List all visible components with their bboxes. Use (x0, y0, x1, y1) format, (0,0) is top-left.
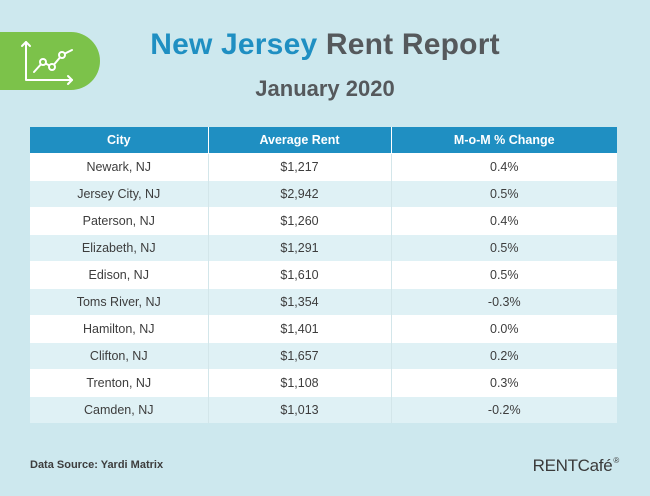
cell-mom-change: 0.4% (391, 207, 617, 235)
cell-average-rent: $1,354 (208, 288, 392, 316)
table-header-row: City Average Rent M-o-M % Change (30, 127, 617, 154)
cell-city: Elizabeth, NJ (30, 234, 209, 262)
title-state: New Jersey (150, 28, 318, 61)
brand-logo: RENTCafé® (532, 456, 620, 476)
cell-average-rent: $1,610 (208, 261, 392, 289)
title-rest: Rent Report (325, 28, 500, 61)
cell-mom-change: 0.3% (391, 369, 617, 397)
cell-city: Paterson, NJ (30, 207, 209, 235)
cell-mom-change: 0.4% (391, 153, 617, 181)
cell-average-rent: $1,657 (208, 342, 392, 370)
chart-title: New Jersey Rent Report (0, 28, 650, 62)
table-row: Paterson, NJ $1,260 0.4% (30, 207, 617, 235)
cell-mom-change: -0.2% (391, 396, 617, 423)
column-header-mom-change: M-o-M % Change (391, 127, 617, 154)
cell-mom-change: 0.5% (391, 180, 617, 208)
cell-average-rent: $1,401 (208, 315, 392, 343)
cell-average-rent: $2,942 (208, 180, 392, 208)
cell-mom-change: 0.5% (391, 261, 617, 289)
cell-mom-change: 0.5% (391, 234, 617, 262)
rising-chart-icon (21, 41, 73, 85)
cell-average-rent: $1,291 (208, 234, 392, 262)
cell-average-rent: $1,013 (208, 396, 392, 423)
brand-registered-mark: ® (613, 456, 619, 465)
cell-mom-change: 0.2% (391, 342, 617, 370)
cell-mom-change: -0.3% (391, 288, 617, 316)
table-row: Elizabeth, NJ $1,291 0.5% (30, 234, 617, 262)
table-row: Toms River, NJ $1,354 -0.3% (30, 288, 617, 316)
cell-city: Hamilton, NJ (30, 315, 209, 343)
table-row: Clifton, NJ $1,657 0.2% (30, 342, 617, 370)
cell-average-rent: $1,217 (208, 153, 392, 181)
table-body: Newark, NJ $1,217 0.4% Jersey City, NJ $2,94… (30, 153, 617, 423)
table-row: Newark, NJ $1,217 0.4% (30, 153, 617, 181)
brand-name: RENTCafé (532, 456, 613, 475)
column-header-average-rent: Average Rent (208, 127, 392, 154)
rent-table: City Average Rent M-o-M % Change Newark,… (30, 127, 617, 423)
table-row: Hamilton, NJ $1,401 0.0% (30, 315, 617, 343)
table-row: Trenton, NJ $1,108 0.3% (30, 369, 617, 397)
logo-badge (0, 32, 100, 90)
cell-city: Toms River, NJ (30, 288, 209, 316)
cell-city: Camden, NJ (30, 396, 209, 423)
cell-average-rent: $1,108 (208, 369, 392, 397)
cell-average-rent: $1,260 (208, 207, 392, 235)
cell-city: Trenton, NJ (30, 369, 209, 397)
cell-city: Edison, NJ (30, 261, 209, 289)
table-row: Jersey City, NJ $2,942 0.5% (30, 180, 617, 208)
data-source: Data Source: Yardi Matrix (30, 459, 164, 471)
column-header-city: City (30, 127, 209, 154)
cell-city: Clifton, NJ (30, 342, 209, 370)
chart-subtitle: January 2020 (255, 76, 395, 101)
cell-city: Newark, NJ (30, 153, 209, 181)
table-row: Camden, NJ $1,013 -0.2% (30, 396, 617, 423)
table-row: Edison, NJ $1,610 0.5% (30, 261, 617, 289)
cell-mom-change: 0.0% (391, 315, 617, 343)
cell-city: Jersey City, NJ (30, 180, 209, 208)
